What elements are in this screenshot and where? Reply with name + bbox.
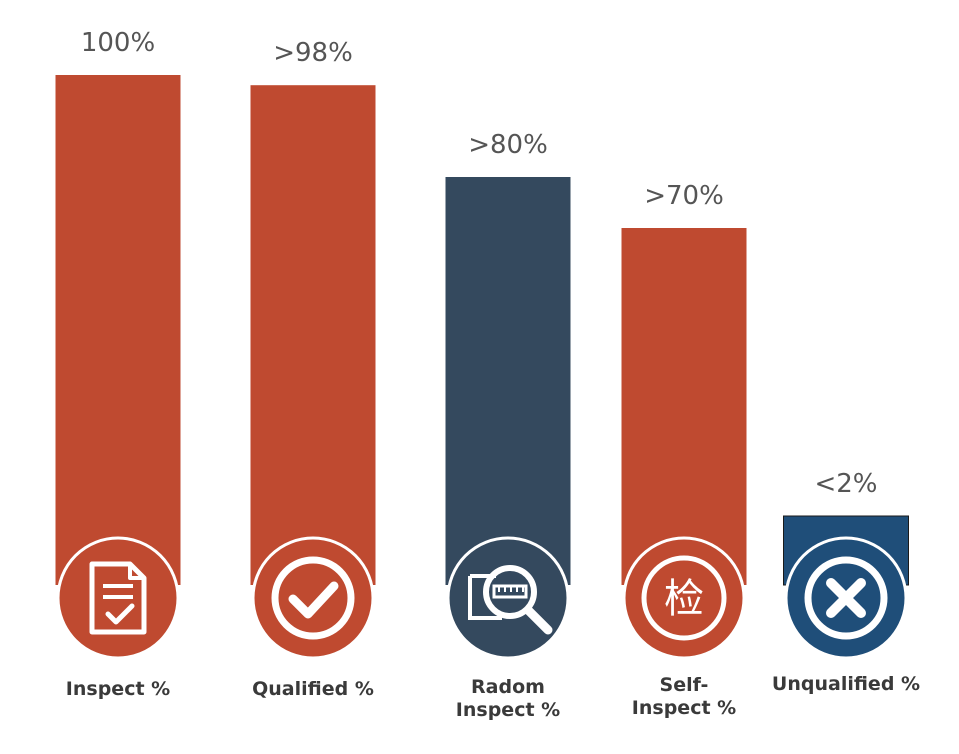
data-label: <2%: [814, 469, 877, 499]
magnifier-inspect-icon: [468, 565, 553, 635]
category-label: Unqualified %: [771, 673, 921, 695]
bar: [445, 177, 571, 585]
category-label: Qualified %: [252, 678, 374, 700]
document-check-icon: [89, 561, 147, 635]
inspect-character-icon: 检: [641, 555, 727, 641]
icon-badge: [251, 536, 375, 660]
data-label: 100%: [81, 28, 155, 58]
data-label: >98%: [273, 38, 353, 68]
category-label: Self- Inspect %: [631, 674, 737, 719]
bar: [250, 85, 376, 585]
data-label: >70%: [644, 181, 724, 211]
svg-text:检: 检: [664, 576, 704, 622]
bar: [55, 75, 181, 585]
x-circle-icon: [804, 556, 888, 640]
data-label: >80%: [468, 130, 548, 160]
checkmark-circle-icon: [271, 556, 355, 640]
category-label: Inspect %: [65, 678, 171, 700]
bar: [621, 228, 747, 585]
category-label: Radom Inspect %: [455, 676, 561, 721]
